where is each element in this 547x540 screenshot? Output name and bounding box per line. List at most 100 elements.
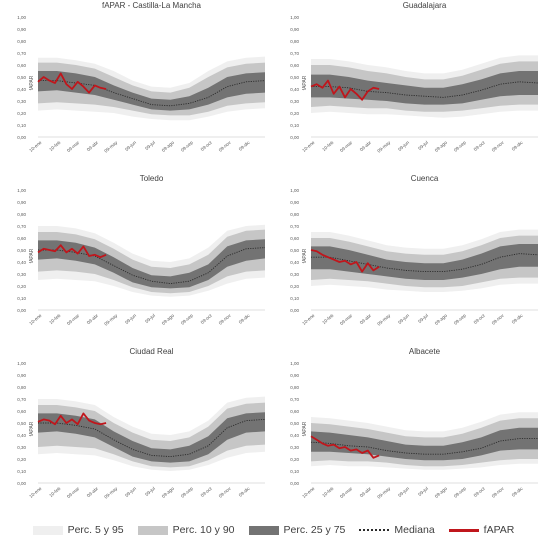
y-tick-label: 0,20 [17,111,26,116]
x-tick-label: 10-feb [48,486,62,498]
x-tick-label: 09-may [103,485,118,499]
x-tick-label: 10-ene [28,313,43,326]
x-tick-label: 09-may [376,485,391,499]
y-tick-label: 0,30 [17,272,26,277]
chart-title: fAPAR - Castilla-La Mancha [102,1,202,10]
x-tick-label: 09-may [103,312,118,326]
chart-panel-3: Toledo 0,00 0,10 0,20 0,30 0,40 0,50 0,60 0,70 0,… [17,174,266,327]
y-tick-label: 0,80 [17,212,26,217]
band-p25-75 [311,244,538,280]
x-tick-label: 09-jul [417,313,429,324]
band-p25-75 [38,239,265,289]
x-tick-label: 09-mar [66,313,81,326]
y-tick-label: 0,60 [17,236,26,241]
x-tick-label: 09-may [103,139,118,153]
band-p25-75 [311,71,538,105]
y-tick-label: 0,10 [290,296,299,301]
x-tick-label: 09-nov [218,139,233,152]
y-tick-label: 0,30 [290,445,299,450]
y-tick-label: 0,50 [290,421,299,426]
legend-item-median: Mediana [359,524,435,536]
x-tick-label: 09-jun [397,140,410,152]
y-tick-label: 1,00 [290,361,299,366]
x-tick-label: 09-jul [144,313,156,324]
x-tick-label: 09-sep [180,486,194,499]
y-tick-label: 0,80 [290,212,299,217]
y-tick-label: 0,60 [290,236,299,241]
legend-label-p25-75: Perc. 25 y 75 [283,524,346,536]
x-tick-label: 09-jun [397,313,410,325]
y-tick-label: 0,10 [290,123,299,128]
y-tick-label: 0,00 [17,308,26,313]
legend-swatch-p5-95 [32,525,63,535]
x-tick-label: 09-ago [434,313,449,326]
chart-title: Guadalajara [403,1,447,10]
fapar-line [37,72,107,94]
y-tick-label: 0,40 [290,260,299,265]
fapar-line [310,79,380,101]
x-tick-label: 09-sep [453,313,467,326]
x-tick-label: 09-jun [124,486,137,498]
y-axis-label: fAPAR [29,248,35,263]
x-tick-label: 09-jul [144,486,156,497]
y-tick-label: 0,90 [17,200,26,205]
legend: Perc. 5 y 95 Perc. 10 y 90 Perc. 25 y 75… [0,520,547,540]
y-tick-label: 0,70 [290,51,299,56]
legend-label-p10-90: Perc. 10 y 90 [172,524,235,536]
y-tick-label: 0,10 [17,123,26,128]
x-tick-label: 09-nov [491,485,506,498]
y-tick-label: 1,00 [290,188,299,193]
y-tick-label: 0,50 [17,421,26,426]
x-tick-label: 09-dic [511,312,524,324]
x-tick-label: 09-sep [453,140,467,153]
fapar-line [37,412,107,426]
legend-label-p5-95: Perc. 5 y 95 [67,524,124,536]
y-tick-label: 0,30 [290,272,299,277]
y-tick-label: 0,00 [290,135,299,140]
y-tick-label: 0,60 [290,63,299,68]
x-tick-label: 09-jun [397,486,410,498]
y-tick-label: 0,90 [290,373,299,378]
fapar-line [310,249,380,273]
y-tick-label: 0,40 [17,260,26,265]
x-tick-label: 09-ago [161,486,176,499]
y-tick-label: 0,50 [290,75,299,80]
fapar-line [310,435,380,459]
x-tick-label: 09-oct [473,312,487,325]
chart-title: Cuenca [411,174,439,183]
x-tick-label: 09-abr [86,486,100,499]
y-tick-label: 0,80 [17,385,26,390]
x-tick-label: 09-oct [200,312,214,325]
y-tick-label: 0,70 [290,397,299,402]
y-tick-label: 1,00 [17,188,26,193]
y-tick-label: 0,90 [290,27,299,32]
legend-swatch-p10-90 [137,525,168,535]
x-tick-label: 09-ago [161,313,176,326]
legend-swatch-median [359,529,390,531]
legend-label-fapar: fAPAR [483,524,515,536]
median-line [38,418,266,458]
x-tick-label: 10-feb [48,313,62,325]
y-tick-label: 0,20 [17,457,26,462]
chart-panel-2: Guadalajara 0,00 0,10 0,20 0,30 0,40 0,50 0,60 0… [290,1,539,154]
y-tick-label: 1,00 [290,15,299,20]
y-tick-label: 0,40 [17,87,26,92]
y-tick-label: 0,70 [17,224,26,229]
x-tick-label: 09-nov [218,485,233,498]
x-tick-label: 09-mar [339,313,354,326]
y-tick-label: 0,00 [290,308,299,313]
y-tick-label: 0,40 [290,433,299,438]
band-p25-75 [38,412,265,463]
x-tick-label: 09-dic [511,485,524,497]
y-tick-label: 0,00 [17,135,26,140]
y-axis-label: fAPAR [302,248,308,263]
x-tick-label: 10-feb [321,140,335,152]
legend-label-median: Mediana [394,524,435,536]
x-tick-label: 09-sep [180,313,194,326]
x-tick-label: 09-dic [238,485,251,497]
legend-item-p10-90: Perc. 10 y 90 [137,524,235,536]
y-tick-label: 0,40 [290,87,299,92]
y-tick-label: 0,50 [290,248,299,253]
y-tick-label: 0,30 [290,99,299,104]
chart-panel-5: Ciudad Real 0,00 0,10 0,20 0,30 0,40 0,50 0,60 0… [17,347,266,500]
